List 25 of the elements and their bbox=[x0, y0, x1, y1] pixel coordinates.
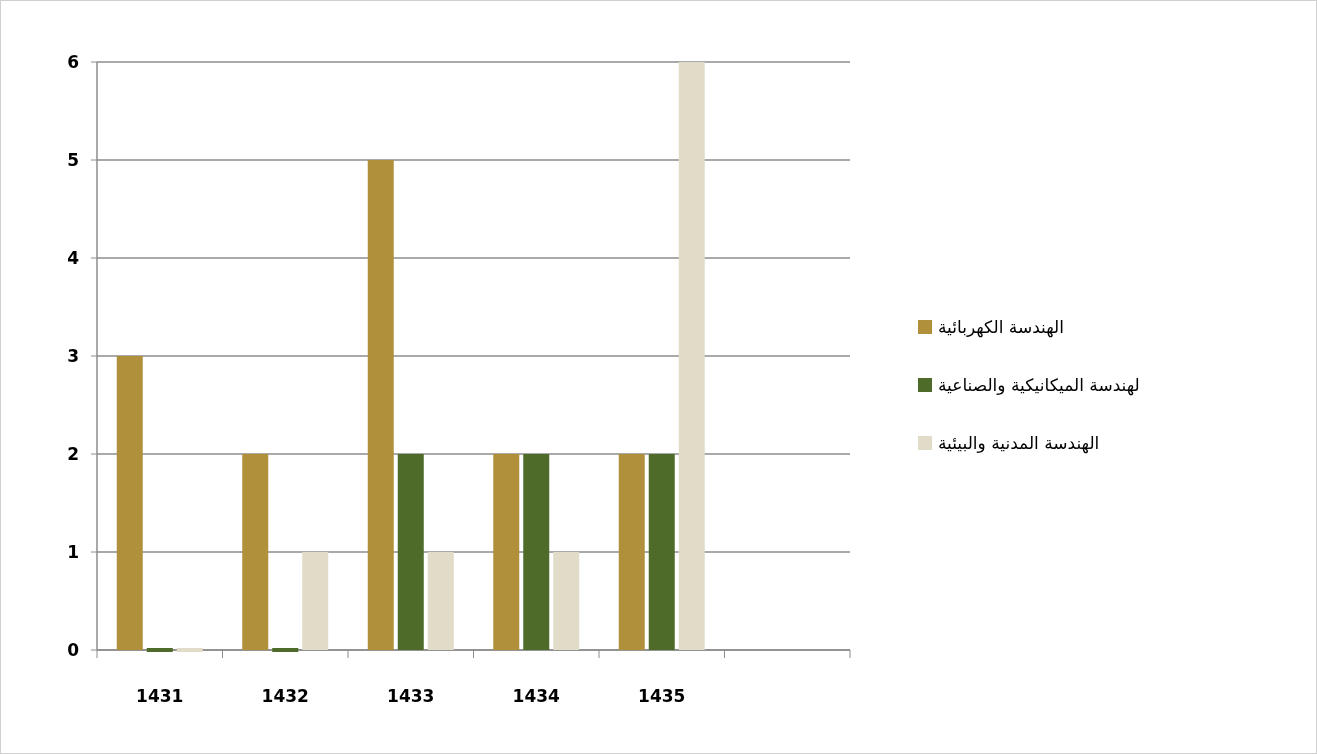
bar bbox=[427, 552, 454, 650]
bar bbox=[242, 454, 269, 650]
x-tick-label: 1431 bbox=[136, 686, 184, 706]
y-tick-label: 3 bbox=[67, 346, 79, 366]
bar bbox=[618, 454, 645, 650]
bar bbox=[493, 454, 520, 650]
y-tick-label: 4 bbox=[67, 248, 80, 268]
x-tick-label: 1433 bbox=[387, 686, 435, 706]
bar bbox=[367, 160, 394, 650]
bar bbox=[648, 454, 675, 650]
y-tick-label: 6 bbox=[67, 52, 79, 72]
y-tick-label: 2 bbox=[67, 444, 79, 464]
bar bbox=[678, 62, 705, 650]
y-tick-label: 0 bbox=[67, 640, 80, 660]
bar bbox=[523, 454, 550, 650]
x-tick-label: 1434 bbox=[512, 686, 561, 706]
legend-label: الهندسة الكهربائية bbox=[938, 317, 1064, 338]
bar bbox=[553, 552, 580, 650]
x-tick-label: 1432 bbox=[261, 686, 309, 706]
y-tick-label: 5 bbox=[67, 150, 79, 170]
bar bbox=[302, 552, 329, 650]
x-tick-label: 1435 bbox=[638, 686, 686, 706]
y-tick-label: 1 bbox=[67, 542, 79, 562]
bar bbox=[397, 454, 424, 650]
bar bbox=[116, 356, 143, 650]
